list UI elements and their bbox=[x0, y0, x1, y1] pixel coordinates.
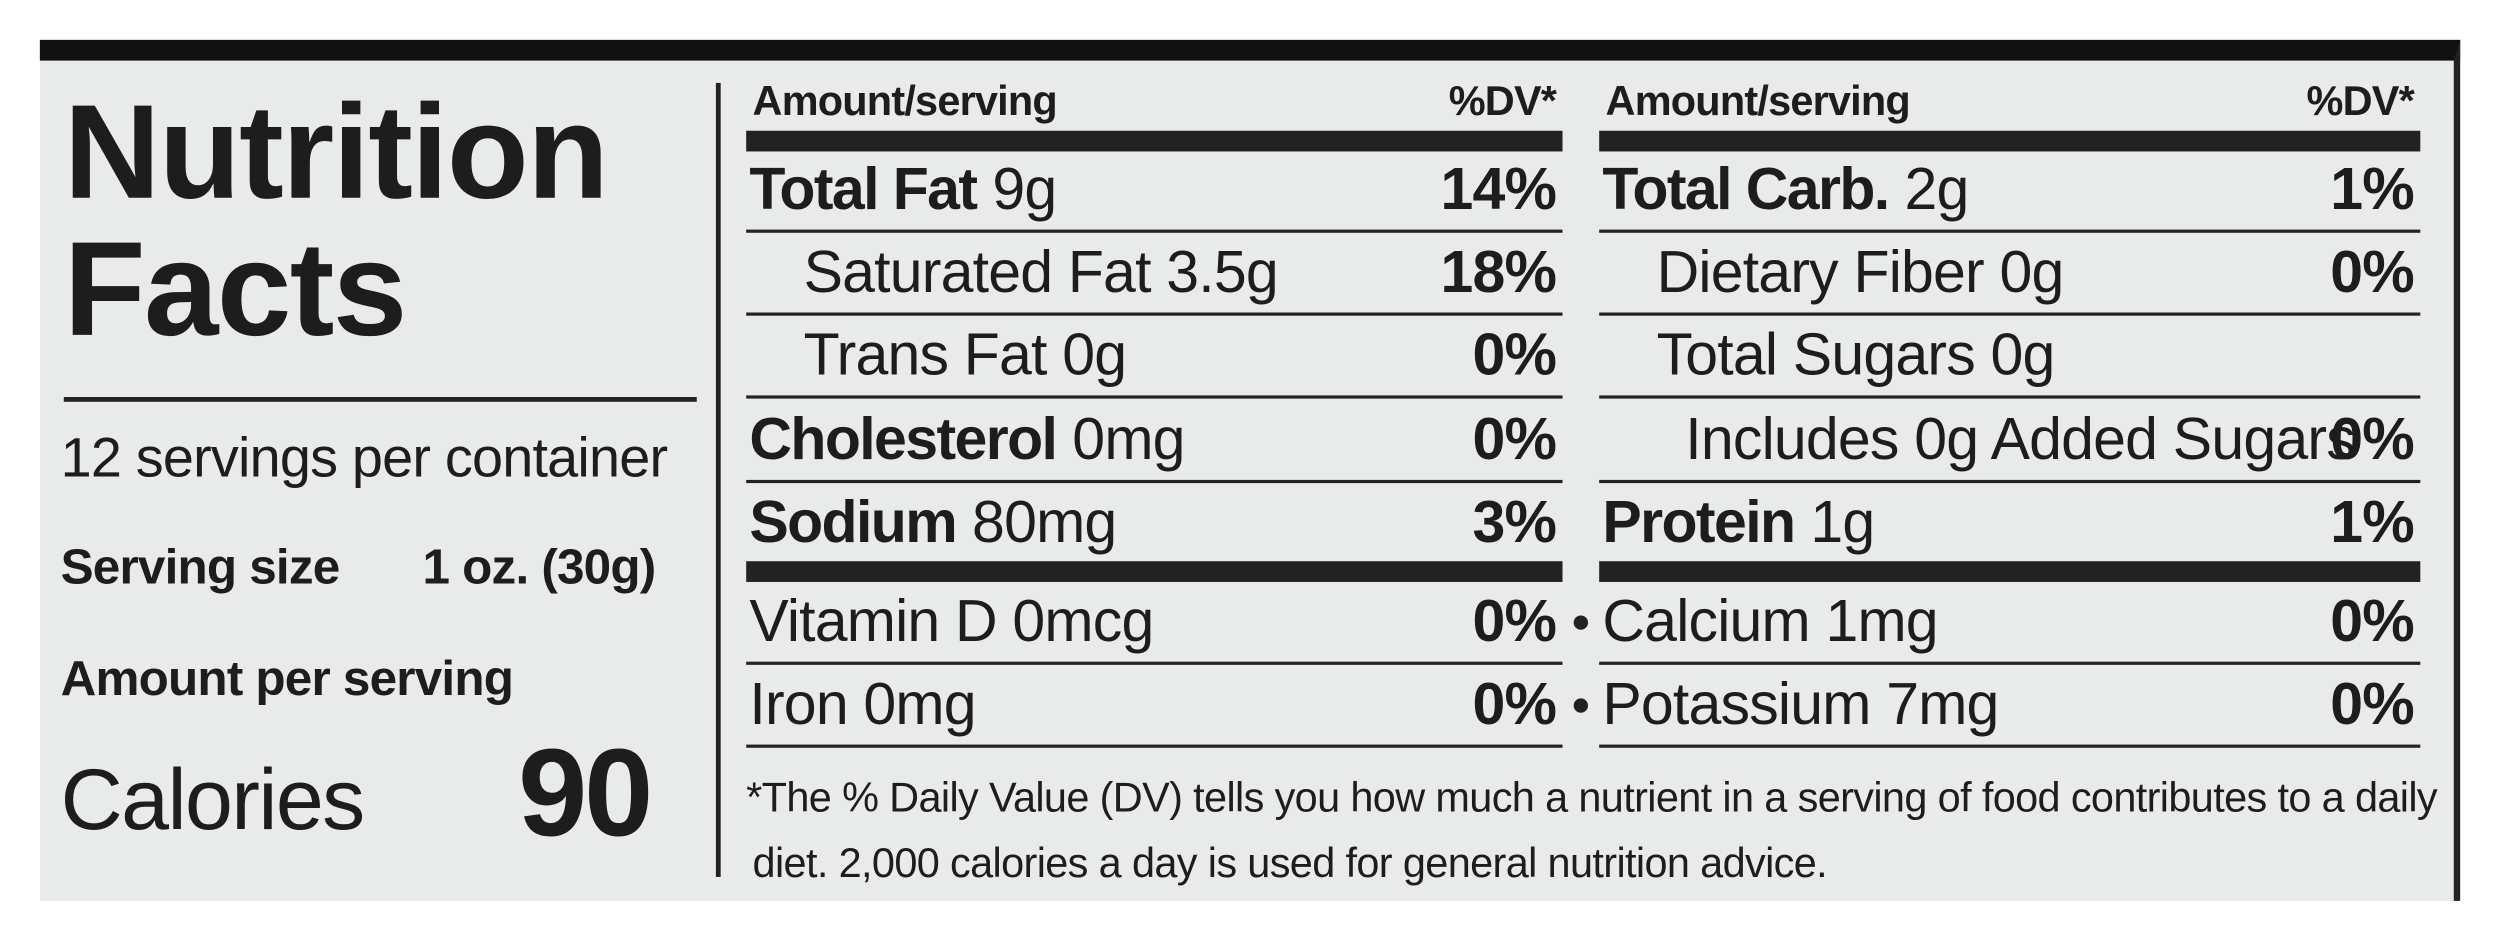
nutrient-name: Calcium 1mg bbox=[1602, 588, 1938, 654]
header-dv: %DV* bbox=[1448, 76, 1557, 125]
thick-rule bbox=[746, 130, 1563, 152]
divider bbox=[63, 397, 697, 402]
nutrient-row: Iron 0mg 0% bbox=[746, 663, 1557, 746]
nutrient-amount: 80mg bbox=[972, 489, 1117, 555]
daily-value: 0% bbox=[2330, 406, 2414, 472]
daily-value: 0% bbox=[2330, 588, 2414, 654]
daily-value: 14% bbox=[1440, 156, 1557, 222]
serving-size-label: Serving size bbox=[60, 538, 341, 595]
nutrition-label bbox=[39, 39, 2461, 901]
nutrient-row: Includes 0g Added Sugars 0% bbox=[1599, 399, 2414, 482]
thick-rule bbox=[746, 561, 1563, 582]
daily-value: 3% bbox=[1472, 489, 1557, 555]
thin-rule bbox=[1599, 479, 2421, 484]
header-amount: Amount/serving bbox=[1605, 76, 1911, 125]
nutrient-amount: 1g bbox=[1810, 489, 1875, 555]
thin-rule bbox=[746, 395, 1563, 399]
daily-value: 1% bbox=[2330, 489, 2414, 555]
thin-rule bbox=[1599, 229, 2421, 233]
nutrient-amount: 9g bbox=[992, 156, 1057, 222]
nutrient-row: Sodium 80mg 3% bbox=[746, 482, 1557, 565]
servings: 12 servings per container bbox=[60, 427, 668, 490]
daily-value: 0% bbox=[2330, 671, 2414, 737]
vertical-divider bbox=[715, 82, 721, 877]
thin-rule bbox=[746, 744, 1563, 748]
nutrient-name: Total Fat bbox=[749, 156, 978, 222]
nutrient-name: Iron 0mg bbox=[749, 671, 976, 737]
nutrient-row: Total Carb. 2g 1% bbox=[1599, 148, 2414, 231]
nutrient-name: Includes 0g Added Sugars bbox=[1685, 406, 2355, 472]
daily-value: 0% bbox=[2330, 239, 2414, 305]
nutrient-name: Vitamin D 0mcg bbox=[749, 588, 1154, 654]
nutrient-row: Cholesterol 0mg 0% bbox=[746, 399, 1557, 482]
daily-value: 0% bbox=[1472, 406, 1557, 472]
nutrient-amount: 0mg bbox=[1072, 406, 1185, 472]
thin-rule bbox=[746, 479, 1563, 484]
nutrient-row: Saturated Fat 3.5g 18% bbox=[746, 231, 1557, 314]
bullet bbox=[1573, 698, 1589, 713]
calories-value: 90 bbox=[518, 722, 653, 863]
calories-label: Calories bbox=[60, 752, 366, 849]
nutrient-amount: 2g bbox=[1904, 156, 1970, 222]
header-amount: Amount/serving bbox=[752, 76, 1058, 125]
nutrient-row: Potassium 7mg 0% bbox=[1599, 663, 2414, 746]
nutrient-name: Cholesterol bbox=[749, 406, 1058, 472]
thin-rule bbox=[1599, 661, 2421, 665]
thick-rule bbox=[1599, 130, 2421, 152]
thin-rule bbox=[746, 229, 1563, 233]
thin-rule bbox=[1599, 312, 2421, 316]
daily-value: 0% bbox=[1472, 588, 1557, 654]
header-dv: %DV* bbox=[2306, 76, 2415, 125]
nutrient-name: Protein bbox=[1602, 489, 1796, 555]
thin-rule bbox=[746, 661, 1563, 665]
nutrient-row: Vitamin D 0mcg 0% bbox=[746, 580, 1557, 663]
amount-per-serving: Amount per serving bbox=[60, 650, 514, 707]
nutrient-name: Potassium 7mg bbox=[1602, 671, 1999, 737]
nutrient-name: Total Carb. bbox=[1602, 156, 1890, 222]
thin-rule bbox=[1599, 395, 2421, 399]
nutrient-name: Trans Fat 0g bbox=[803, 322, 1127, 388]
nutrient-name: Saturated Fat 3.5g bbox=[803, 239, 1279, 305]
daily-value: 1% bbox=[2330, 156, 2414, 222]
daily-value: 0% bbox=[1472, 671, 1557, 737]
daily-value: 0% bbox=[1472, 322, 1557, 388]
nutrient-row: Calcium 1mg 0% bbox=[1599, 580, 2414, 663]
nutrient-name: Sodium bbox=[749, 489, 957, 555]
nutrient-row: Protein 1g 1% bbox=[1599, 482, 2414, 565]
title: Nutrition Facts bbox=[63, 76, 609, 364]
nutrient-row: Trans Fat 0g 0% bbox=[746, 314, 1557, 397]
serving-size-value: 1 oz. (30g) bbox=[422, 538, 657, 595]
bullet bbox=[1573, 615, 1589, 630]
daily-value: 18% bbox=[1440, 239, 1557, 305]
thin-rule bbox=[746, 312, 1563, 316]
nutrient-row: Total Sugars 0g bbox=[1599, 314, 2414, 397]
nutrient-row: Dietary Fiber 0g 0% bbox=[1599, 231, 2415, 314]
thick-rule bbox=[1599, 561, 2421, 582]
nutrient-name: Dietary Fiber 0g bbox=[1656, 239, 2065, 305]
nutrient-row: Total Fat 9g 14% bbox=[746, 148, 1557, 231]
nutrient-name: Total Sugars 0g bbox=[1656, 322, 2056, 388]
thin-rule bbox=[1599, 744, 2421, 748]
footnote: *The % Daily Value (DV) tells you how mu… bbox=[746, 773, 2438, 887]
